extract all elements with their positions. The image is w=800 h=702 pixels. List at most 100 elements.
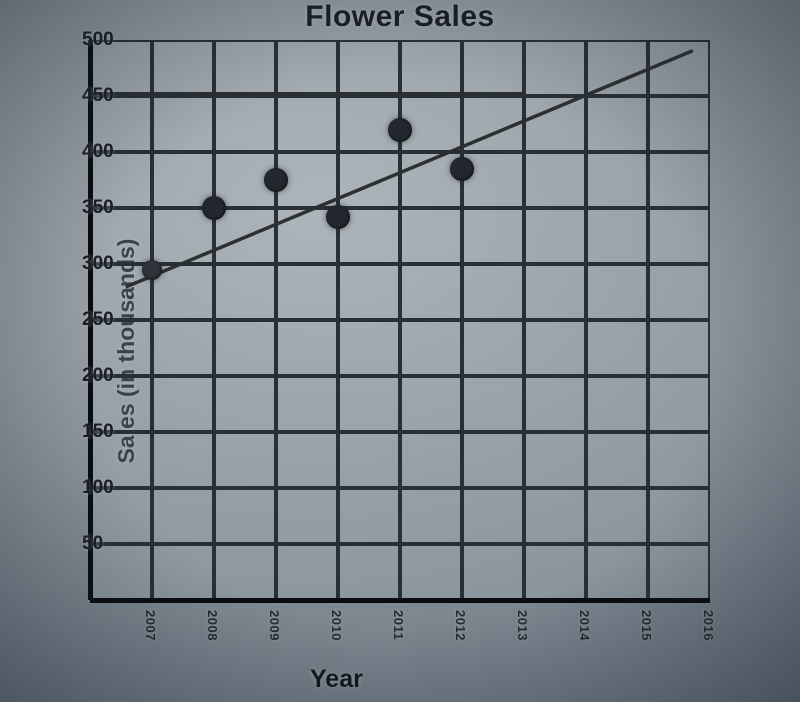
- x-axis-label: Year: [310, 665, 363, 694]
- grid-cell: [400, 432, 462, 488]
- grid-cell: [586, 432, 648, 488]
- grid-cell: [524, 264, 586, 320]
- grid-cell: [400, 488, 462, 544]
- grid-cell: [462, 432, 524, 488]
- x-tick-label: 2008: [205, 610, 220, 641]
- grid-cell: [214, 40, 276, 96]
- data-point: [264, 168, 288, 192]
- grid-cell: [586, 96, 648, 152]
- grid-cell: [648, 40, 710, 96]
- grid-cell: [524, 376, 586, 432]
- grid-cell: [586, 320, 648, 376]
- grid-cell: [338, 152, 400, 208]
- grid-cell: [400, 40, 462, 96]
- grid-cell: [214, 544, 276, 600]
- grid-cell: [586, 208, 648, 264]
- x-tick-label: 2014: [577, 610, 592, 641]
- grid-cell: [524, 320, 586, 376]
- grid-cell: [214, 96, 276, 152]
- grid-cell: [152, 488, 214, 544]
- grid-cell: [524, 96, 586, 152]
- grid-cell: [152, 40, 214, 96]
- grid-cell: [586, 40, 648, 96]
- x-tick-label: 2010: [329, 610, 344, 641]
- grid-cell: [648, 432, 710, 488]
- grid-cell: [214, 320, 276, 376]
- grid-cell: [214, 432, 276, 488]
- grid-cell: [524, 152, 586, 208]
- grid-cell: [586, 152, 648, 208]
- screenshot-surface: Flower Sales Sales (in thousands) Year 5…: [0, 0, 800, 702]
- grid-cell: [586, 544, 648, 600]
- data-point: [450, 157, 474, 181]
- grid-cell: [400, 544, 462, 600]
- data-point: [326, 205, 350, 229]
- grid-cell: [338, 488, 400, 544]
- chart-title: Flower Sales: [0, 0, 800, 34]
- grid-cell: [276, 40, 338, 96]
- grid-cell: [400, 376, 462, 432]
- grid-cell: [338, 544, 400, 600]
- x-tick-label: 2007: [143, 610, 158, 641]
- grid-cell: [276, 432, 338, 488]
- grid-cell: [276, 544, 338, 600]
- grid-cell: [400, 264, 462, 320]
- x-axis: [90, 598, 710, 603]
- grid-cell: [462, 40, 524, 96]
- x-tick-label: 2012: [453, 610, 468, 641]
- grid-cell: [586, 264, 648, 320]
- x-tick-label: 2015: [639, 610, 654, 641]
- grid-cell: [152, 376, 214, 432]
- grid-cell: [462, 544, 524, 600]
- x-tick-label: 2016: [701, 610, 716, 641]
- plot-area: 5010015020025030035040045050020072008200…: [90, 40, 710, 600]
- grid-cell: [214, 488, 276, 544]
- data-point: [202, 196, 226, 220]
- grid-cell: [648, 544, 710, 600]
- grid-cell: [524, 208, 586, 264]
- grid-cell: [276, 96, 338, 152]
- grid-cell: [648, 264, 710, 320]
- grid-cell: [214, 264, 276, 320]
- grid-cell: [276, 320, 338, 376]
- grid-cell: [462, 376, 524, 432]
- data-point: [142, 260, 162, 280]
- grid-cell: [462, 96, 524, 152]
- grid-cell: [524, 544, 586, 600]
- x-tick-label: 2011: [391, 610, 406, 640]
- grid-cell: [338, 264, 400, 320]
- grid-cell: [400, 208, 462, 264]
- grid-cell: [338, 320, 400, 376]
- grid-cell: [586, 488, 648, 544]
- x-tick-label: 2013: [515, 610, 530, 641]
- data-point: [388, 118, 412, 142]
- grid-cell: [400, 320, 462, 376]
- grid-cell: [338, 376, 400, 432]
- grid-cell: [152, 432, 214, 488]
- x-tick-label: 2009: [267, 610, 282, 641]
- grid-cell: [648, 320, 710, 376]
- grid-cell: [524, 432, 586, 488]
- grid-cell: [152, 544, 214, 600]
- grid-cell: [462, 264, 524, 320]
- grid-cell: [462, 208, 524, 264]
- grid-cell: [648, 208, 710, 264]
- grid-cell: [214, 376, 276, 432]
- grid-cell: [152, 320, 214, 376]
- grid-cell: [338, 432, 400, 488]
- grid-cell: [648, 488, 710, 544]
- grid-cell: [648, 376, 710, 432]
- grid-cell: [462, 320, 524, 376]
- grid-cell: [586, 376, 648, 432]
- grid-cell: [648, 96, 710, 152]
- grid-cell: [152, 96, 214, 152]
- grid-cell: [276, 488, 338, 544]
- grid-cell: [524, 488, 586, 544]
- grid-cell: [276, 264, 338, 320]
- grid-cell: [462, 488, 524, 544]
- grid-cell: [648, 152, 710, 208]
- grid-cell: [276, 376, 338, 432]
- grid-cell: [214, 208, 276, 264]
- grid-cell: [338, 40, 400, 96]
- grid-cell: [524, 40, 586, 96]
